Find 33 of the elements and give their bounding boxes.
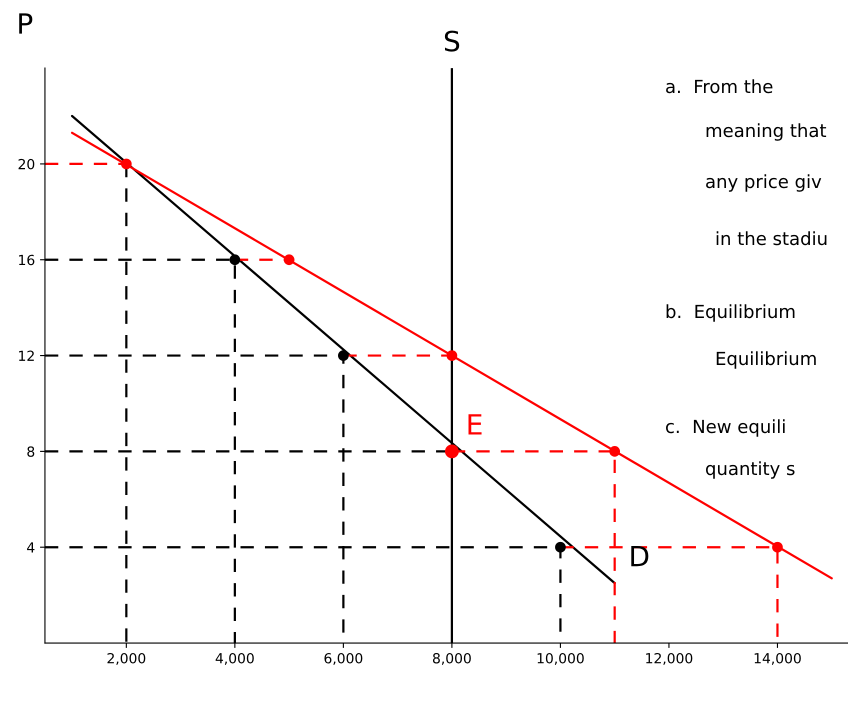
point	[120, 158, 132, 170]
point	[446, 350, 458, 361]
ref-line-label: S	[444, 30, 460, 52]
x-tick-label: 14,000	[754, 653, 801, 665]
annotation: in the stadiu	[716, 231, 826, 246]
annotation: c. New equili	[666, 419, 785, 437]
annotation: a. From the	[666, 79, 772, 94]
x-tick-label: 12,000	[646, 653, 692, 665]
annotation: b. Equilibrium	[666, 304, 794, 322]
point	[609, 446, 620, 457]
point	[772, 542, 783, 553]
y-tick-label: 20	[18, 158, 34, 170]
series-label: D	[631, 546, 648, 566]
series-label: E	[468, 414, 482, 434]
point	[555, 542, 566, 553]
y-tick-label: 12	[19, 350, 34, 361]
annotation: quantity s	[706, 461, 795, 479]
point	[284, 254, 294, 266]
x-tick-label: 8,000	[432, 653, 471, 665]
y-tick-label: 4	[27, 542, 34, 552]
annotation: meaning that	[706, 123, 826, 141]
annotation: any price giv	[706, 174, 822, 192]
y-tick-label: 16	[19, 254, 34, 266]
annotation: Equilibrium	[716, 351, 816, 369]
x-tick-label: 6,000	[324, 653, 362, 665]
point	[230, 254, 240, 266]
point	[444, 444, 459, 458]
x-tick-label: 2,000	[107, 653, 146, 665]
x-tick-label: 4,000	[216, 653, 254, 665]
y-tick-label: 8	[27, 446, 34, 457]
y-axis-title: P	[19, 13, 32, 34]
point	[338, 350, 349, 361]
x-tick-label: 10,000	[538, 653, 584, 665]
